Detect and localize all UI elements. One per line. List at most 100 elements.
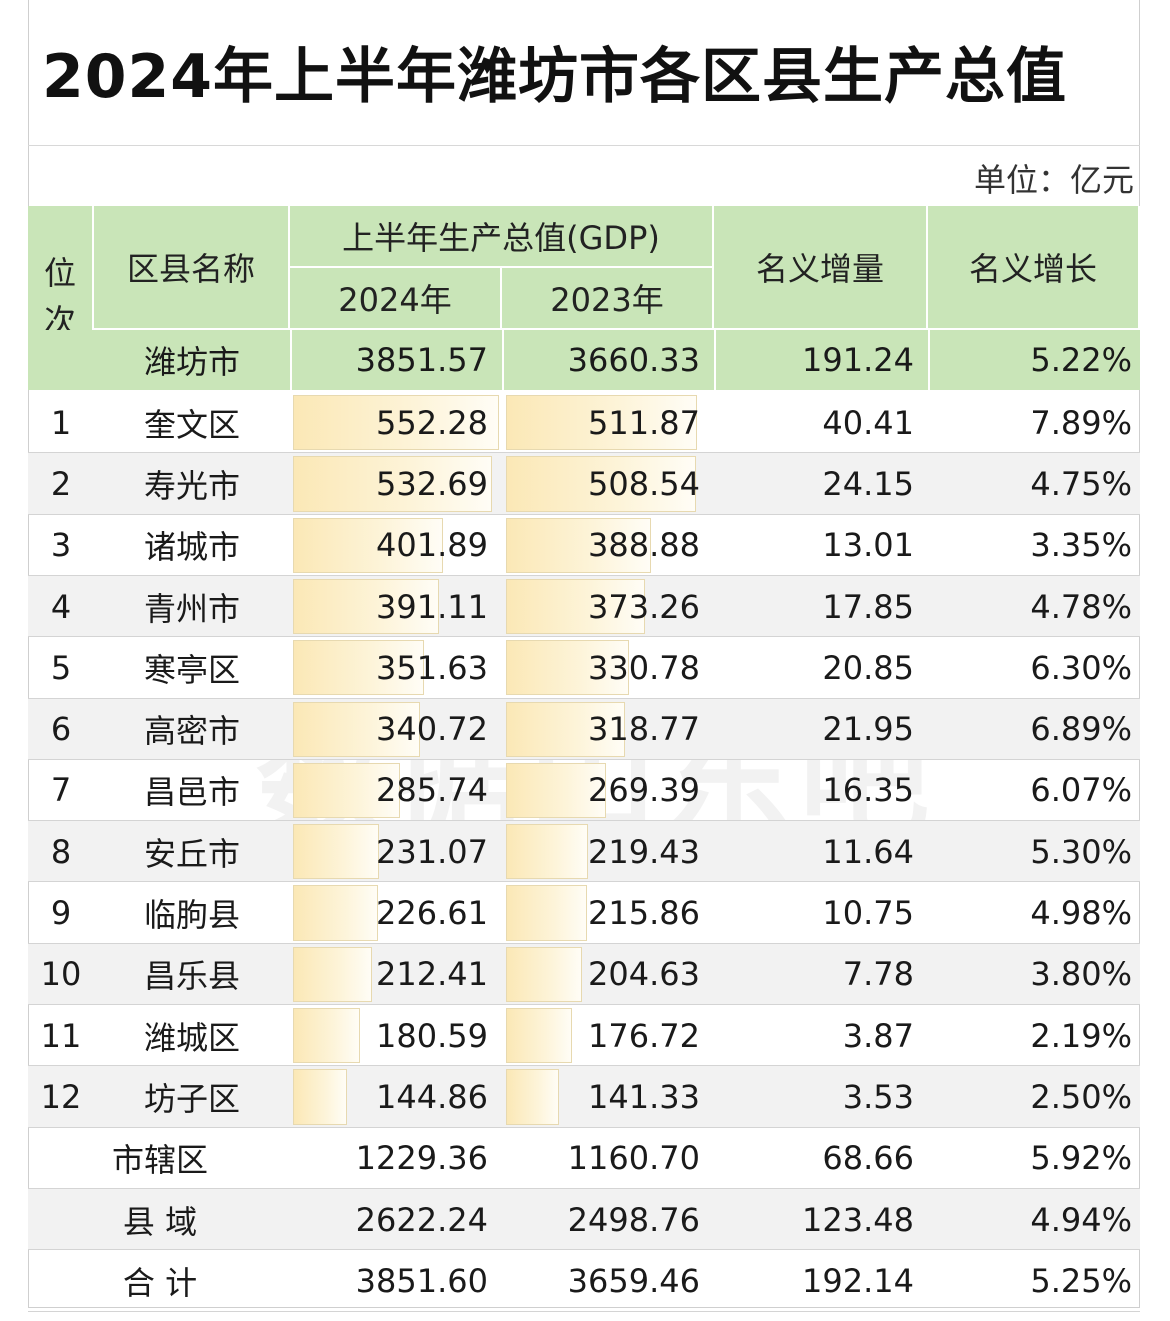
total-name: 合 计 bbox=[122, 1263, 198, 1302]
rank-cell: 11 bbox=[40, 1016, 82, 1055]
value-growth: 4.98% bbox=[1030, 894, 1132, 933]
data-bar-2024 bbox=[293, 517, 443, 573]
value-increase: 3.53 bbox=[842, 1077, 914, 1116]
rank-cell: 7 bbox=[50, 771, 72, 810]
header-growth: 名义增长 bbox=[928, 206, 1140, 330]
header-rank-char-1: 位 bbox=[43, 254, 76, 292]
rank-cell: 8 bbox=[50, 832, 72, 871]
value-2024: 285.74 bbox=[376, 771, 488, 810]
data-bar-2023 bbox=[506, 517, 651, 573]
data-bar-2023 bbox=[506, 885, 587, 941]
header-gdp-group: 上半年生产总值(GDP) bbox=[290, 206, 714, 268]
rank-cell: 3 bbox=[50, 526, 72, 565]
rank-cell: 1 bbox=[50, 403, 72, 442]
data-bar-2024 bbox=[293, 885, 378, 941]
value-growth: 4.94% bbox=[1030, 1200, 1132, 1239]
district-name: 寿光市 bbox=[143, 466, 240, 505]
value-2023: 508.54 bbox=[588, 464, 700, 503]
value-increase: 10.75 bbox=[822, 894, 914, 933]
row-alt-bg bbox=[28, 1066, 1140, 1128]
rank-cell: 2 bbox=[50, 464, 72, 503]
row-divider bbox=[28, 636, 1140, 638]
row-divider bbox=[28, 758, 1140, 760]
value-2023: 2498.76 bbox=[567, 1200, 700, 1239]
row-divider bbox=[28, 452, 1140, 454]
value-2023: 3659.46 bbox=[567, 1261, 700, 1300]
value-2023: 219.43 bbox=[588, 832, 700, 871]
value-2024: 391.11 bbox=[376, 587, 488, 626]
district-name: 坊子区 bbox=[143, 1079, 240, 1118]
value-2023: 141.33 bbox=[588, 1077, 700, 1116]
value-growth: 6.07% bbox=[1030, 771, 1132, 810]
value-growth: 4.75% bbox=[1030, 464, 1132, 503]
value-increase: 3.87 bbox=[842, 1016, 914, 1055]
value-growth: 4.78% bbox=[1030, 587, 1132, 626]
row-divider bbox=[28, 513, 1140, 515]
rank-cell: 12 bbox=[40, 1077, 82, 1116]
value-2023: 176.72 bbox=[588, 1016, 700, 1055]
value-growth: 2.19% bbox=[1030, 1016, 1132, 1055]
district-name: 寒亭区 bbox=[143, 650, 240, 689]
value-growth: 6.30% bbox=[1030, 648, 1132, 687]
value-2023: 269.39 bbox=[588, 771, 700, 810]
value-2023: 373.26 bbox=[588, 587, 700, 626]
value-increase: 20.85 bbox=[822, 648, 914, 687]
value-2024: 3851.60 bbox=[355, 1261, 488, 1300]
unit-label: 单位：亿元 bbox=[973, 161, 1134, 199]
row-divider bbox=[28, 1004, 1140, 1005]
row-divider bbox=[28, 1249, 1140, 1251]
row-divider bbox=[28, 1126, 1140, 1128]
rank-cell: 5 bbox=[50, 648, 72, 687]
header-name: 区县名称 bbox=[94, 206, 290, 330]
data-bar-2024 bbox=[293, 824, 379, 880]
value-2024: 180.59 bbox=[376, 1016, 488, 1055]
value-2023: 511.87 bbox=[588, 403, 700, 442]
value-2023: 204.63 bbox=[588, 955, 700, 994]
city-growth: 5.22% bbox=[1030, 341, 1132, 379]
data-bar-2024 bbox=[293, 456, 492, 512]
value-increase: 24.15 bbox=[822, 464, 914, 503]
data-bar-2023 bbox=[506, 762, 606, 819]
data-bar-2024 bbox=[293, 1069, 347, 1125]
row-divider bbox=[28, 697, 1140, 699]
row-alt-bg bbox=[28, 1188, 1140, 1251]
value-2023: 215.86 bbox=[588, 894, 700, 933]
value-growth: 6.89% bbox=[1030, 710, 1132, 749]
city-row-divider bbox=[928, 330, 930, 390]
value-2024: 401.89 bbox=[376, 526, 488, 565]
table-sheet bbox=[28, 0, 1140, 1308]
city-increase: 191.24 bbox=[802, 341, 914, 379]
data-bar-2024 bbox=[293, 701, 420, 757]
value-2023: 318.77 bbox=[588, 710, 700, 749]
district-name: 昌邑市 bbox=[143, 773, 240, 812]
value-growth: 5.25% bbox=[1030, 1261, 1132, 1300]
header-2024: 2024年 bbox=[290, 268, 502, 330]
city-row-divider bbox=[290, 330, 292, 390]
city-row-divider bbox=[502, 330, 504, 390]
data-bar-2024 bbox=[293, 762, 400, 819]
value-increase: 17.85 bbox=[822, 587, 914, 626]
row-divider bbox=[28, 942, 1140, 944]
data-bar-2023 bbox=[506, 578, 645, 635]
district-name: 潍城区 bbox=[143, 1018, 240, 1057]
data-bar-2023 bbox=[506, 456, 696, 512]
total-name: 市辖区 bbox=[111, 1141, 208, 1180]
city-2023: 3660.33 bbox=[567, 341, 700, 379]
value-2024: 226.61 bbox=[376, 894, 488, 933]
value-increase: 68.66 bbox=[822, 1139, 914, 1178]
data-bar-2023 bbox=[506, 395, 697, 451]
city-2024: 3851.57 bbox=[355, 341, 488, 379]
data-bar-2023 bbox=[506, 824, 588, 880]
city-name: 潍坊市 bbox=[143, 343, 240, 381]
value-increase: 192.14 bbox=[802, 1261, 914, 1300]
row-divider bbox=[28, 1187, 1140, 1189]
value-2023: 388.88 bbox=[588, 526, 700, 565]
value-growth: 2.50% bbox=[1030, 1077, 1132, 1116]
value-increase: 16.35 bbox=[822, 771, 914, 810]
district-name: 昌乐县 bbox=[143, 957, 240, 996]
rank-cell: 10 bbox=[40, 955, 82, 994]
value-growth: 3.35% bbox=[1030, 526, 1132, 565]
row-divider bbox=[28, 574, 1140, 576]
value-2023: 330.78 bbox=[588, 648, 700, 687]
data-bar-2023 bbox=[506, 701, 625, 757]
